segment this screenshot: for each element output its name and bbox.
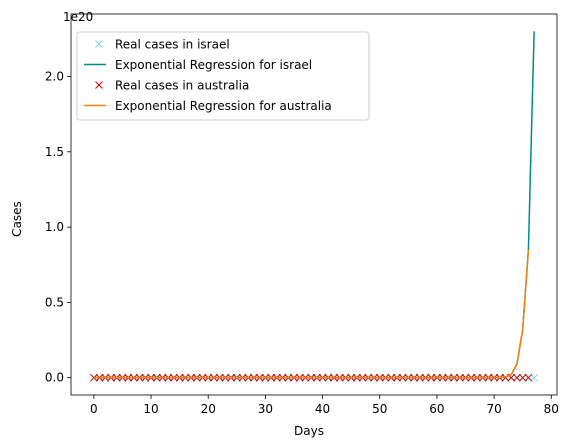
x-tick-label: 0 xyxy=(90,402,98,416)
x-tick-label: 60 xyxy=(429,402,444,416)
y-axis-label: Cases xyxy=(10,201,24,237)
y-offset-text: 1e20 xyxy=(63,10,93,24)
x-tick-label: 40 xyxy=(315,402,330,416)
legend-entry-label: Real cases in israel xyxy=(115,38,230,52)
x-tick-label: 20 xyxy=(201,402,216,416)
x-axis: 0 10 20 30 40 50 60 70 80 xyxy=(90,395,559,416)
scatter-point xyxy=(524,373,533,382)
y-tick-label: 2.0 xyxy=(45,69,64,83)
x-tick-label: 50 xyxy=(372,402,387,416)
scatter-point xyxy=(518,373,527,382)
legend-marker xyxy=(95,40,103,48)
x-tick-label: 70 xyxy=(486,402,501,416)
series-line xyxy=(93,249,530,379)
legend-entry-label: Exponential Regression for israel xyxy=(115,58,312,72)
scatter-point xyxy=(513,373,521,382)
x-axis-label: Days xyxy=(294,424,324,438)
y-tick-label: 0.5 xyxy=(45,295,64,309)
legend-marker xyxy=(95,81,103,89)
y-axis: 0.0 0.5 1.0 1.5 2.0 xyxy=(45,69,71,385)
legend: Real cases in israel Exponential Regressi… xyxy=(76,31,370,121)
legend-entry-label: Real cases in australia xyxy=(115,79,249,93)
legend-box xyxy=(76,31,370,121)
scatter-point xyxy=(530,373,538,382)
y-tick-label: 0.0 xyxy=(45,371,64,385)
y-tick-label: 1.0 xyxy=(45,220,64,234)
plot-frame xyxy=(70,13,558,396)
y-tick-label: 1.5 xyxy=(45,145,64,159)
series-3 xyxy=(93,249,530,379)
legend-entry-label: Exponential Regression for australia xyxy=(115,99,332,113)
x-tick-label: 80 xyxy=(544,402,559,416)
x-tick-label: 10 xyxy=(143,402,158,416)
plot-area xyxy=(70,13,558,396)
x-tick-label: 30 xyxy=(258,402,273,416)
